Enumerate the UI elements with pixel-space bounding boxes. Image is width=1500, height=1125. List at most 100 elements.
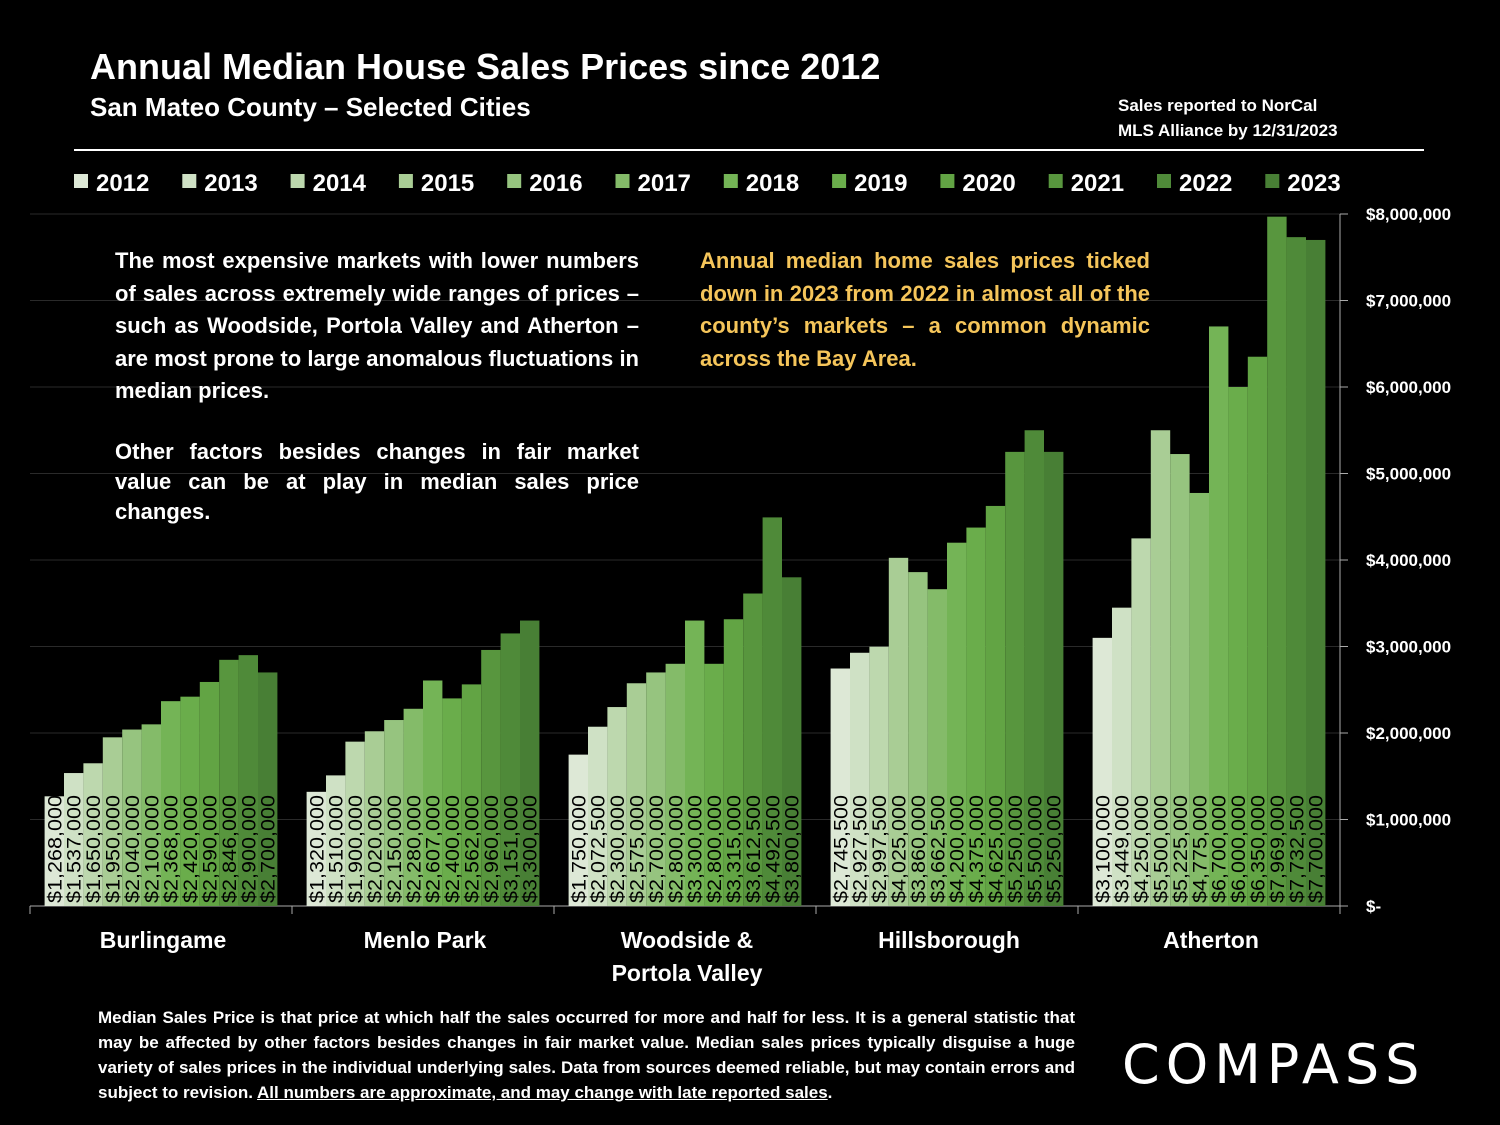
bar-value-label: $4,375,000 <box>967 795 988 903</box>
bar-value-label: $4,200,000 <box>948 795 969 903</box>
bar <box>364 731 385 906</box>
bar <box>520 620 540 906</box>
footnote-end: . <box>827 1083 833 1102</box>
bar <box>1170 454 1190 906</box>
bar-value-label: $1,510,000 <box>327 795 348 903</box>
bar <box>481 649 501 906</box>
y-tick-label: $7,000,000 <box>1366 292 1451 311</box>
bar <box>442 698 462 906</box>
bar-value-label: $2,745,500 <box>831 795 852 903</box>
bar-value-label: $2,607,000 <box>424 795 445 903</box>
bar <box>723 619 744 906</box>
bar-value-label: $2,846,000 <box>220 795 241 903</box>
legend-swatch <box>182 174 197 188</box>
legend-label: 2020 <box>962 170 1015 197</box>
bar-value-label: $7,732,500 <box>1287 795 1308 903</box>
bar <box>1306 239 1326 906</box>
bar <box>1150 430 1171 906</box>
legend-label: 2023 <box>1287 170 1340 197</box>
bar <box>44 796 64 906</box>
bar-value-label: $1,650,000 <box>84 795 105 903</box>
bar <box>1209 326 1229 906</box>
bar-value-label: $5,250,000 <box>1006 795 1027 903</box>
chart-subtitle: San Mateo County – Selected Cities <box>90 92 531 122</box>
bar-value-label: $2,400,000 <box>443 795 464 903</box>
bar <box>180 696 200 906</box>
bar <box>850 652 870 906</box>
bar <box>500 633 520 906</box>
bar <box>1131 538 1151 906</box>
bar-value-label: $7,700,000 <box>1307 795 1328 903</box>
source-line-2: MLS Alliance by 12/31/2023 <box>1118 121 1338 140</box>
y-tick-label: $1,000,000 <box>1366 811 1451 830</box>
bar-value-label: $2,150,000 <box>385 795 406 903</box>
y-tick-label: $4,000,000 <box>1366 551 1451 570</box>
bar <box>122 729 142 906</box>
bar-value-label: $2,700,000 <box>647 795 668 903</box>
bar <box>966 527 986 906</box>
y-tick-label: $6,000,000 <box>1366 378 1451 397</box>
bar-value-label: $1,537,000 <box>65 795 86 903</box>
y-tick-label: $2,000,000 <box>1366 724 1451 743</box>
bar-value-label: $2,072,500 <box>589 795 610 903</box>
bar-value-label: $1,900,000 <box>346 795 367 903</box>
bar-value-label: $5,500,000 <box>1025 795 1046 903</box>
bar <box>888 557 909 906</box>
bar-value-label: $3,300,000 <box>686 795 707 903</box>
bar <box>141 724 161 906</box>
bar-value-label: $2,900,000 <box>239 795 260 903</box>
bar <box>685 620 705 906</box>
bar-value-label: $2,280,000 <box>404 795 425 903</box>
bar <box>384 720 404 906</box>
bar <box>83 763 103 906</box>
bar-value-label: $2,562,000 <box>463 795 484 903</box>
bar-value-label: $6,350,000 <box>1249 795 1270 903</box>
bar <box>1044 451 1064 906</box>
header-divider <box>74 149 1424 151</box>
bar <box>1092 637 1112 906</box>
bar-value-label: $4,492,500 <box>763 795 784 903</box>
x-category-label: Portola Valley <box>612 960 763 986</box>
x-category-label: Burlingame <box>100 927 227 953</box>
bar <box>461 684 482 906</box>
bar-value-label: $3,662,500 <box>928 795 949 903</box>
bar-value-label: $3,100,000 <box>1093 795 1114 903</box>
legend-label: 2014 <box>313 170 367 197</box>
bar-value-label: $2,997,500 <box>870 795 891 903</box>
bar-value-label: $2,020,000 <box>366 795 387 903</box>
bar <box>665 663 685 906</box>
bar-value-label: $2,575,000 <box>628 795 649 903</box>
commentary-left-2: Other factors besides changes in fair ma… <box>115 439 639 524</box>
bar <box>1228 387 1248 906</box>
y-tick-label: $5,000,000 <box>1366 465 1451 484</box>
y-tick-label: $8,000,000 <box>1366 205 1451 224</box>
bar-value-label: $2,700,000 <box>259 795 280 903</box>
bar <box>102 737 123 906</box>
bar-value-label: $2,960,000 <box>482 795 503 903</box>
bar-value-label: $2,800,000 <box>705 795 726 903</box>
bar <box>762 517 782 906</box>
legend-label: 2022 <box>1179 170 1232 197</box>
legend-swatch <box>398 174 413 188</box>
bar <box>423 680 443 906</box>
x-category-label: Atherton <box>1163 927 1259 953</box>
bar-value-label: $2,590,000 <box>201 795 222 903</box>
bar <box>258 672 278 906</box>
bar-value-label: $3,315,000 <box>725 795 746 903</box>
source-note: Sales reported to NorCal MLS Alliance by… <box>1118 93 1418 143</box>
legend-swatch <box>74 174 88 188</box>
bar-value-label: $4,625,000 <box>987 795 1008 903</box>
bar-value-label: $2,368,000 <box>162 795 183 903</box>
bar <box>1024 430 1044 906</box>
bar <box>326 775 346 906</box>
bar-value-label: $5,225,000 <box>1171 795 1192 903</box>
bar <box>646 672 666 906</box>
bar <box>869 646 889 906</box>
bar <box>1005 451 1025 906</box>
bar-value-label: $3,860,000 <box>909 795 930 903</box>
bar <box>1247 356 1268 907</box>
legend-swatch <box>507 174 522 188</box>
bar-value-label: $5,250,000 <box>1045 795 1066 903</box>
legend-label: 2019 <box>854 170 907 197</box>
bar-value-label: $2,300,000 <box>608 795 629 903</box>
